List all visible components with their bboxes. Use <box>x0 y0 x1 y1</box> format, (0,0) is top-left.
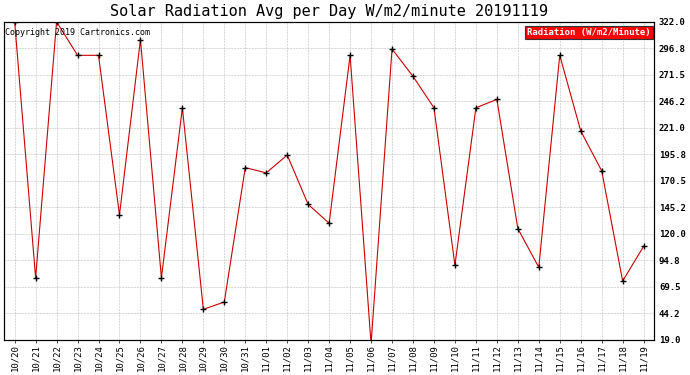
Text: Copyright 2019 Cartronics.com: Copyright 2019 Cartronics.com <box>6 28 150 37</box>
Text: Radiation (W/m2/Minute): Radiation (W/m2/Minute) <box>527 28 651 37</box>
Title: Solar Radiation Avg per Day W/m2/minute 20191119: Solar Radiation Avg per Day W/m2/minute … <box>110 4 548 19</box>
